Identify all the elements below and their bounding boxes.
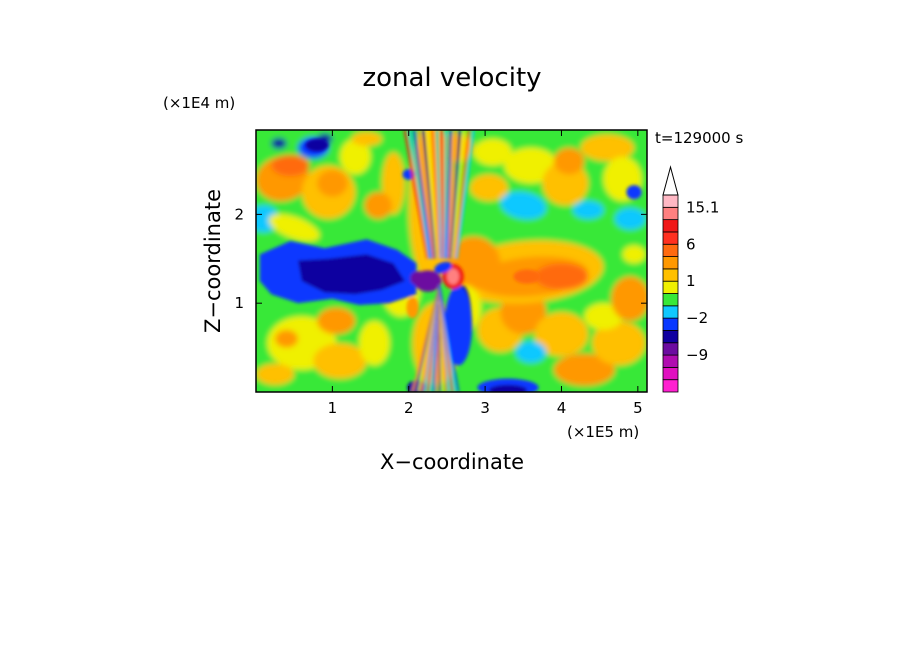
x-tick-label: 1 xyxy=(328,399,338,417)
contour-streak xyxy=(435,130,443,259)
colorbar-swatch xyxy=(662,280,679,294)
contour-blob xyxy=(553,147,585,175)
contour-blob xyxy=(340,138,371,175)
colorbar-label: 15.1 xyxy=(686,198,719,216)
colorbar-label: −2 xyxy=(686,309,708,327)
x-axis-ticks: 1 2 3 4 5 xyxy=(328,130,643,417)
contour-blob xyxy=(446,268,460,285)
contour-blob xyxy=(271,154,310,177)
colorbar-label: 6 xyxy=(686,235,696,253)
contour-streak xyxy=(455,130,475,259)
contour-field xyxy=(256,130,647,392)
contour-blob xyxy=(626,185,642,200)
contour-streak xyxy=(451,130,466,259)
contour-blob xyxy=(592,320,646,366)
contour-blob xyxy=(364,192,392,219)
contour-blob xyxy=(351,131,383,146)
contour-blob xyxy=(504,147,558,184)
colorbar-swatch xyxy=(662,206,679,221)
contour-streak xyxy=(443,130,448,259)
contour-blob xyxy=(584,303,623,330)
colorbar-swatch xyxy=(662,194,679,208)
contour-blob xyxy=(434,261,452,274)
colorbar-label: 1 xyxy=(686,272,696,290)
contour-blob xyxy=(268,214,320,242)
contour-streak xyxy=(408,130,431,259)
time-label: t=129000 s xyxy=(655,129,743,147)
contour-streak xyxy=(422,130,437,259)
contour-blob xyxy=(406,296,419,319)
y-axis-label: Z−coordinate xyxy=(201,189,225,333)
contour-blob xyxy=(313,343,367,379)
contour-blob xyxy=(622,245,646,264)
colorbar-swatch xyxy=(662,243,679,257)
contour-blob xyxy=(488,384,528,392)
contour-blob xyxy=(513,269,541,284)
contour-blob xyxy=(275,329,299,348)
x-axis-label: X−coordinate xyxy=(380,450,524,474)
contour-blob xyxy=(534,263,589,290)
contour-streak xyxy=(445,130,452,259)
x-scale-label: (×1E5 m) xyxy=(567,423,639,441)
colorbar-label: −9 xyxy=(686,346,708,364)
contour-blob xyxy=(410,271,426,286)
x-tick-label: 4 xyxy=(557,399,567,417)
contour-blob xyxy=(469,174,509,202)
contour-streak xyxy=(431,130,441,259)
x-tick-label: 2 xyxy=(404,399,414,417)
contour-streak xyxy=(426,130,439,259)
contour-blob xyxy=(298,254,405,295)
colorbar-swatch xyxy=(662,317,679,331)
contour-streak xyxy=(412,130,433,259)
colorbar-extend-arrow xyxy=(662,165,679,196)
colorbar-swatch xyxy=(662,342,679,356)
x-tick-label: 3 xyxy=(480,399,490,417)
contour-blob xyxy=(614,208,646,230)
contour-streak xyxy=(440,130,445,259)
contour-blob xyxy=(444,285,473,366)
contour-streak xyxy=(449,130,461,259)
colorbar-swatch xyxy=(662,219,679,233)
contour-blob xyxy=(580,134,635,162)
y-axis-ticks: 12 xyxy=(234,205,647,312)
colorbar-swatch xyxy=(662,231,679,245)
colorbar-swatch xyxy=(662,366,679,381)
contour-streak xyxy=(453,130,471,259)
contour-blob xyxy=(271,137,287,149)
colorbar-swatch xyxy=(662,305,679,319)
contour-blob xyxy=(500,191,546,220)
colorbar-swatch xyxy=(662,293,679,307)
colorbar: 15.1 6 1 −2 −9 xyxy=(662,165,719,393)
y-tick-label: 2 xyxy=(234,205,244,223)
colorbar-swatch xyxy=(662,354,679,368)
colorbar-swatch xyxy=(662,379,679,393)
contour-blob xyxy=(572,201,604,219)
contour-blob xyxy=(317,307,356,335)
contour-streak xyxy=(438,285,460,392)
contour-blob xyxy=(317,169,348,197)
contour-blob xyxy=(256,363,295,385)
contour-blob xyxy=(611,276,647,321)
plot-frame xyxy=(255,129,648,393)
contour-streak xyxy=(403,130,429,259)
contour-streak xyxy=(447,130,457,259)
colorbar-swatch xyxy=(662,268,679,282)
chart-title: zonal velocity xyxy=(362,63,541,93)
contour-blob xyxy=(553,353,615,386)
colorbar-swatch xyxy=(662,330,679,344)
y-tick-label: 1 xyxy=(234,294,244,312)
colorbar-swatch xyxy=(662,256,679,270)
y-scale-label: (×1E4 m) xyxy=(163,94,235,112)
contour-blob xyxy=(305,138,329,152)
contour-blob xyxy=(534,312,589,357)
contour-blob xyxy=(515,341,547,363)
contour-blob xyxy=(473,138,512,166)
contour-streak xyxy=(417,130,435,259)
x-tick-label: 5 xyxy=(633,399,643,417)
contour-blob xyxy=(359,320,390,366)
